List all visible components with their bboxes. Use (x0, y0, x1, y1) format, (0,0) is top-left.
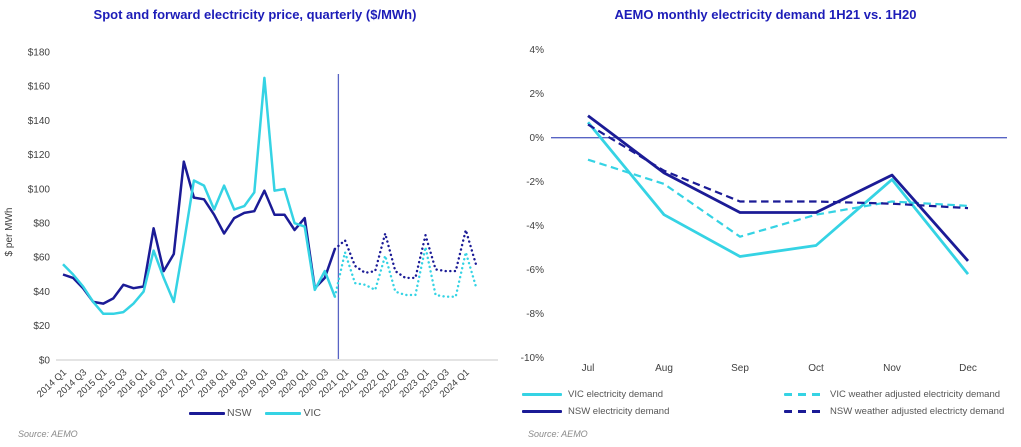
demand-y-tick-label: -2% (526, 177, 544, 188)
legend-item-nsw-demand: NSW electricity demand (522, 403, 784, 420)
legend-item-vic-demand: VIC electricity demand (522, 386, 784, 403)
vic-demand-line (586, 121, 970, 275)
demand-x-tick-label: Aug (655, 363, 673, 374)
price-y-tick-label: $0 (39, 355, 51, 366)
nsw-legend-label: NSW (226, 407, 252, 419)
price-chart-title: Spot and forward electricity price, quar… (93, 7, 417, 22)
nsw-demand-swatch (522, 410, 562, 413)
demand-x-tick-label: Sep (731, 363, 749, 374)
vic-demand-swatch (522, 393, 562, 396)
price-chart-plot: $0 $20 $40 $60 $80 $100 $120 $140 $160 $180 $ per … (4, 48, 498, 400)
price-y-axis-title: $ per MWh (4, 208, 15, 257)
legend-item-nsw-weather-adjusted: NSW weather adjusted electricty demand (784, 403, 1014, 420)
legend-item-vic: VIC (265, 407, 321, 419)
demand-x-tick-label: Oct (808, 363, 824, 374)
nsw-actual-line (62, 160, 337, 305)
demand-chart-panel: AEMO monthly electricity demand 1H21 vs.… (510, 0, 1021, 447)
nsw-line-swatch (188, 411, 225, 415)
price-y-tick-label: $160 (28, 82, 51, 93)
price-chart-source: Source: AEMO (18, 429, 78, 439)
vic-forward-line (333, 245, 478, 298)
demand-chart-title: AEMO monthly electricity demand 1H21 vs.… (614, 7, 917, 22)
vic-weather-adjusted-swatch (784, 393, 824, 396)
price-chart-legend: NSW VIC (0, 407, 510, 419)
nsw-demand-line (587, 114, 970, 262)
price-y-tick-label: $120 (28, 150, 51, 161)
demand-y-tick-label: 4% (530, 45, 545, 56)
nsw-demand-legend-label: NSW electricity demand (568, 406, 670, 417)
demand-chart-source: Source: AEMO (528, 429, 588, 439)
legend-item-vic-weather-adjusted: VIC weather adjusted electricity demand (784, 386, 1014, 403)
demand-y-tick-label: -4% (526, 221, 544, 232)
price-chart-panel: Spot and forward electricity price, quar… (0, 0, 510, 447)
demand-chart-plot: 4% 2% 0% -2% -4% -6% -8% -10% Jul Aug Sep Oct Nov Dec (521, 45, 1007, 374)
price-y-tick-label: $100 (28, 184, 51, 195)
price-y-tick-label: $180 (28, 48, 51, 59)
vic-line-swatch (265, 411, 302, 415)
demand-x-tick-label: Dec (959, 363, 977, 374)
vic-actual-line (62, 76, 337, 316)
price-y-tick-label: $20 (33, 321, 50, 332)
demand-y-tick-label: -8% (526, 309, 544, 320)
legend-item-nsw: NSW (188, 407, 252, 419)
vic-weather-adjusted-line (587, 158, 969, 238)
nsw-weather-adjusted-legend-label: NSW weather adjusted electricty demand (830, 406, 1005, 417)
price-y-tick-label: $80 (33, 219, 50, 230)
price-y-tick-label: $140 (28, 116, 51, 127)
vic-legend-label: VIC (303, 407, 321, 419)
demand-chart-legend: VIC electricity demand NSW electricity d… (522, 386, 1014, 420)
demand-y-tick-label: 0% (530, 133, 545, 144)
nsw-weather-adjusted-swatch (784, 410, 824, 413)
demand-x-tick-label: Nov (883, 363, 901, 374)
demand-y-tick-label: -10% (521, 353, 544, 364)
nsw-forward-line (333, 228, 478, 280)
price-y-tick-label: $60 (33, 253, 50, 264)
demand-x-tick-label: Jul (582, 363, 595, 374)
vic-demand-legend-label: VIC electricity demand (568, 389, 664, 400)
demand-y-tick-label: -6% (526, 265, 544, 276)
price-y-tick-label: $40 (33, 287, 50, 298)
demand-y-tick-label: 2% (530, 89, 545, 100)
vic-weather-adjusted-legend-label: VIC weather adjusted electricity demand (830, 389, 1001, 400)
